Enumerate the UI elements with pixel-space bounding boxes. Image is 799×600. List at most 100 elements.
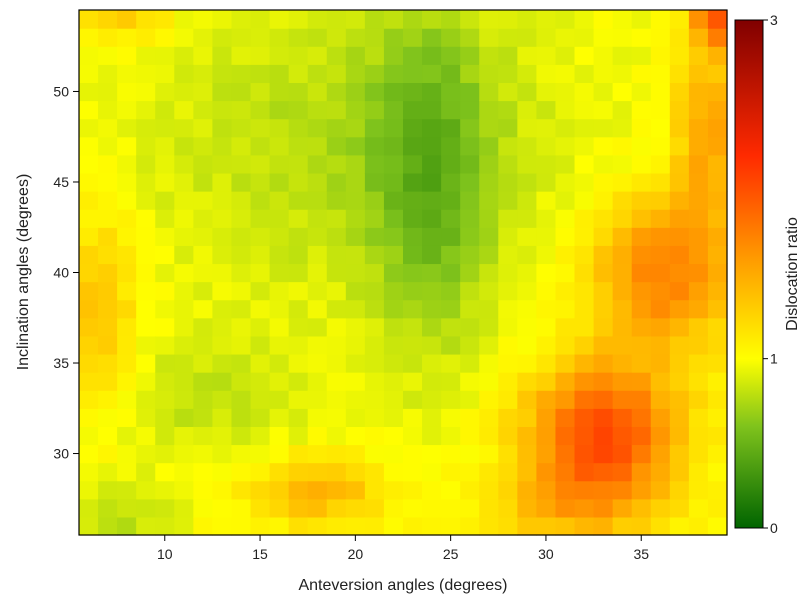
heatmap-cell [212,372,233,391]
heatmap-cell [155,172,175,192]
heatmap-cell [193,28,214,47]
heatmap-cell [631,64,652,84]
heatmap-cell [555,462,576,482]
heatmap-cell [536,299,557,319]
heatmap-cell [345,209,366,228]
heatmap-cell [669,263,690,283]
heatmap-cell [669,444,690,464]
heatmap-cell [326,516,347,536]
heatmap-cell [250,64,271,84]
heatmap-cell [669,353,690,373]
heatmap-cell [136,372,156,391]
heatmap-cell [574,227,595,246]
heatmap-cell [269,444,290,464]
heatmap-cell [117,209,137,228]
heatmap-cell [688,209,709,228]
heatmap-cell [631,281,652,301]
heatmap-cell [136,28,156,47]
heatmap-cell [174,390,194,409]
heatmap-cell [79,64,99,84]
heatmap-cell [479,245,499,265]
heatmap-cell [212,136,233,156]
heatmap-cell [345,245,366,265]
heatmap-cell [593,154,614,174]
heatmap-cell [631,154,652,174]
heatmap-cell [498,480,518,500]
colorbar [734,19,764,529]
heatmap-cell [612,426,633,446]
heatmap-cell [479,516,499,536]
heatmap-cell [403,372,423,391]
heatmap-cell [326,444,347,464]
heatmap-cell [669,82,690,102]
heatmap-cell [422,82,442,102]
heatmap-cell [269,480,290,500]
heatmap-cell [555,317,576,337]
heatmap-cell [364,100,385,120]
heatmap-cell [498,82,518,102]
heatmap-cell [403,516,423,536]
heatmap-cell [403,281,423,301]
heatmap-cell [326,390,347,409]
heatmap-cell [364,118,385,138]
heatmap-cell [555,118,576,138]
heatmap-cell [517,408,538,427]
heatmap-cell [288,516,309,536]
heatmap-cell [79,408,99,427]
heatmap-cell [288,353,309,373]
heatmap-cell [460,317,480,337]
heatmap-cell [155,317,175,337]
heatmap-cell [193,82,214,102]
heatmap-cell [441,281,461,301]
heatmap-cell [536,227,557,246]
heatmap-cell [155,444,175,464]
heatmap-cell [669,462,690,482]
heatmap-cell [460,372,480,391]
heatmap-cell [307,516,328,536]
heatmap-cell [574,136,595,156]
heatmap-cell [688,245,709,265]
heatmap-cell [250,281,271,301]
heatmap-cell [650,64,671,84]
heatmap-cell [117,82,137,102]
heatmap-cell [174,498,194,518]
heatmap-cell [250,209,271,228]
heatmap-cell [79,480,99,500]
heatmap-cell [269,28,290,47]
heatmap-cell [441,100,461,120]
heatmap-cell [288,426,309,446]
heatmap-cell [688,136,709,156]
heatmap-cell [117,498,137,518]
heatmap-cell [288,191,309,210]
heatmap-cell [631,317,652,337]
heatmap-cell [231,209,252,228]
heatmap-cell [269,245,290,265]
heatmap-cell [231,10,252,29]
heatmap-cell [307,46,328,65]
heatmap-cell [707,209,728,228]
heatmap-cell [174,462,194,482]
heatmap-cell [498,426,518,446]
heatmap-cell [117,64,137,84]
heatmap-cell [669,136,690,156]
heatmap-cell [269,209,290,228]
heatmap-cell [555,263,576,283]
heatmap-cell [193,444,214,464]
y-tick-label: 40 [53,265,69,281]
heatmap-cell [517,444,538,464]
heatmap-cell [307,245,328,265]
heatmap-cell [460,191,480,210]
heatmap-cell [688,172,709,192]
heatmap-cell [669,245,690,265]
heatmap-cell [555,28,576,47]
heatmap-cell [231,263,252,283]
heatmap-cell [403,172,423,192]
heatmap-cell [269,317,290,337]
heatmap-cell [669,154,690,174]
heatmap-cell [117,444,137,464]
heatmap-cell [479,281,499,301]
heatmap-cell [79,372,99,391]
heatmap-cell [136,136,156,156]
heatmap-cell [364,263,385,283]
heatmap-cell [498,299,518,319]
